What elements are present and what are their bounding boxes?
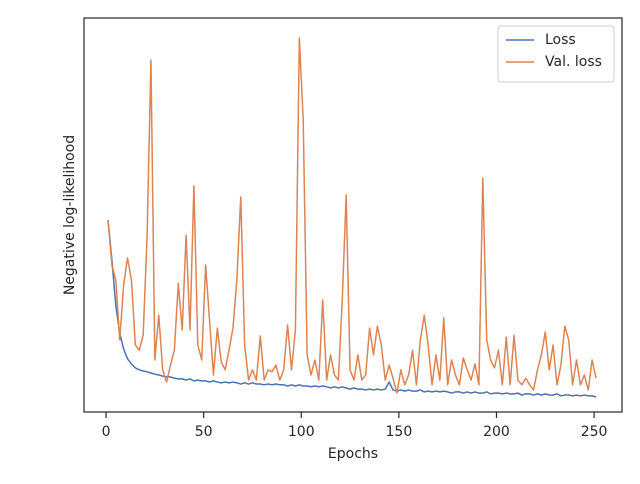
plot-frame: [83, 17, 623, 413]
x-axis-label: Epochs: [328, 446, 378, 462]
x-tick-label: 200: [483, 424, 510, 440]
legend-label: Val. loss: [545, 54, 602, 70]
series-line: [107, 220, 597, 398]
x-tick-label: 100: [288, 424, 315, 440]
series-line: [107, 37, 597, 394]
legend-label: Loss: [545, 32, 576, 48]
y-axis-label: Negative log-likelihood: [62, 135, 78, 295]
x-tick-label: 250: [581, 424, 608, 440]
x-tick-label: 0: [102, 424, 111, 440]
x-tick-label: 150: [386, 424, 413, 440]
x-tick-label: 50: [195, 424, 213, 440]
